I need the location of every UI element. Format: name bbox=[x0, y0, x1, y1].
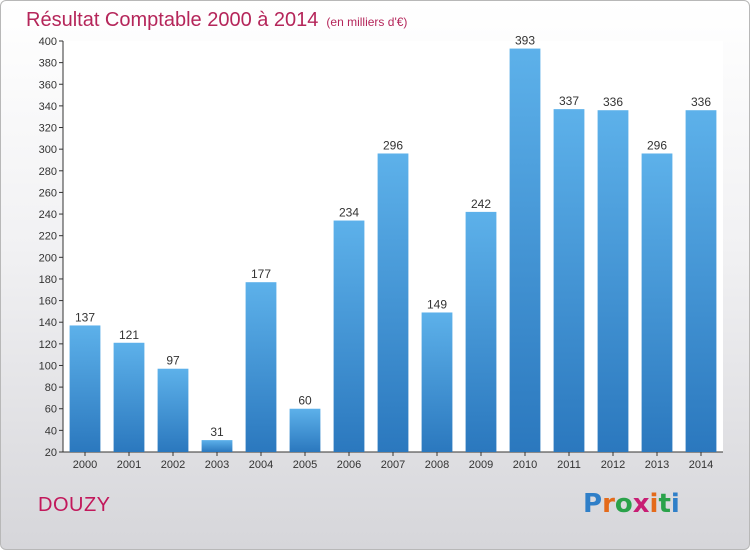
bar bbox=[465, 211, 497, 452]
x-tick-label: 2013 bbox=[645, 459, 669, 471]
x-tick-label: 2000 bbox=[73, 459, 97, 471]
data-label: 149 bbox=[427, 297, 447, 311]
y-tick-label: 320 bbox=[39, 123, 57, 135]
logo-letter: i bbox=[670, 489, 680, 519]
y-tick-label: 200 bbox=[39, 252, 57, 264]
bar bbox=[509, 48, 541, 453]
x-tick-label: 2005 bbox=[293, 459, 317, 471]
chart-title: Résultat Comptable 2000 à 2014 (en millie… bbox=[26, 9, 407, 32]
y-tick-label: 360 bbox=[39, 79, 57, 91]
data-label: 296 bbox=[647, 138, 667, 152]
data-label: 336 bbox=[603, 95, 623, 109]
bar bbox=[113, 342, 145, 452]
y-tick-label: 240 bbox=[39, 209, 57, 221]
x-tick-label: 2001 bbox=[117, 459, 141, 471]
y-tick-label: 120 bbox=[39, 339, 57, 351]
bar bbox=[553, 109, 585, 453]
data-label: 336 bbox=[691, 95, 711, 109]
y-tick-label: 80 bbox=[45, 382, 57, 394]
proxiti-logo[interactable]: Proxiti bbox=[583, 489, 680, 519]
data-label: 393 bbox=[515, 34, 535, 48]
data-label: 121 bbox=[119, 328, 139, 342]
bars bbox=[69, 48, 717, 453]
y-tick-label: 40 bbox=[45, 425, 57, 437]
data-labels: 137 121 97 31 177 60 234 296 149 242 393 337 336 296 3… bbox=[75, 34, 711, 440]
x-tick-label: 2011 bbox=[557, 459, 581, 471]
y-tick-label: 300 bbox=[39, 144, 57, 156]
x-tick-label: 2009 bbox=[469, 459, 493, 471]
logo-letter: o bbox=[614, 489, 633, 519]
y-tick-label: 180 bbox=[39, 274, 57, 286]
data-label: 296 bbox=[383, 138, 403, 152]
bar bbox=[245, 282, 277, 452]
data-label: 60 bbox=[298, 394, 312, 408]
y-tick-label: 280 bbox=[39, 166, 57, 178]
bar bbox=[333, 220, 365, 452]
logo-letter: i bbox=[649, 489, 659, 519]
y-tick-label: 380 bbox=[39, 58, 57, 70]
y-tick-label: 340 bbox=[39, 101, 57, 113]
y-tick-label: 260 bbox=[39, 187, 57, 199]
bar bbox=[201, 440, 233, 452]
bar bbox=[641, 153, 673, 453]
bar bbox=[69, 325, 101, 452]
logo-letter: x bbox=[632, 489, 650, 519]
bar bbox=[685, 110, 717, 452]
y-tick-label: 140 bbox=[39, 317, 57, 329]
y-tick-label: 400 bbox=[39, 36, 57, 48]
y-tick-label: 60 bbox=[45, 404, 57, 416]
y-tick-label: 160 bbox=[39, 296, 57, 308]
bar bbox=[377, 153, 409, 453]
y-tick-label: 100 bbox=[39, 360, 57, 372]
bar bbox=[597, 110, 629, 452]
x-tick-label: 2007 bbox=[381, 459, 405, 471]
logo-letter: r bbox=[602, 489, 615, 519]
data-label: 97 bbox=[166, 354, 180, 368]
x-tick-label: 2014 bbox=[689, 459, 713, 471]
chart-subtitle: (en milliers d'€) bbox=[326, 15, 408, 29]
bar bbox=[157, 368, 189, 452]
x-tick-label: 2006 bbox=[337, 459, 361, 471]
x-tick-label: 2008 bbox=[425, 459, 449, 471]
data-label: 137 bbox=[75, 310, 95, 324]
data-label: 177 bbox=[251, 267, 271, 281]
logo-letter: t bbox=[658, 489, 671, 519]
place-name: DOUZY bbox=[38, 494, 111, 516]
x-tick-label: 2010 bbox=[513, 459, 537, 471]
logo-letter: P bbox=[583, 489, 603, 519]
x-tick-label: 2012 bbox=[601, 459, 625, 471]
x-tick-label: 2003 bbox=[205, 459, 229, 471]
chart-title-text: Résultat Comptable 2000 à 2014 bbox=[26, 9, 319, 31]
bar bbox=[421, 312, 453, 452]
bar bbox=[289, 408, 321, 452]
data-label: 31 bbox=[210, 425, 224, 439]
axes: 20 40 60 80 100 120 140 160 180 200 220 240 260 280 30… bbox=[39, 36, 723, 471]
y-tick-label: 20 bbox=[45, 447, 57, 459]
data-label: 242 bbox=[471, 197, 491, 211]
x-tick-label: 2004 bbox=[249, 459, 273, 471]
data-label: 337 bbox=[559, 94, 579, 108]
y-tick-label: 220 bbox=[39, 231, 57, 243]
x-tick-label: 2002 bbox=[161, 459, 185, 471]
data-label: 234 bbox=[339, 206, 359, 220]
